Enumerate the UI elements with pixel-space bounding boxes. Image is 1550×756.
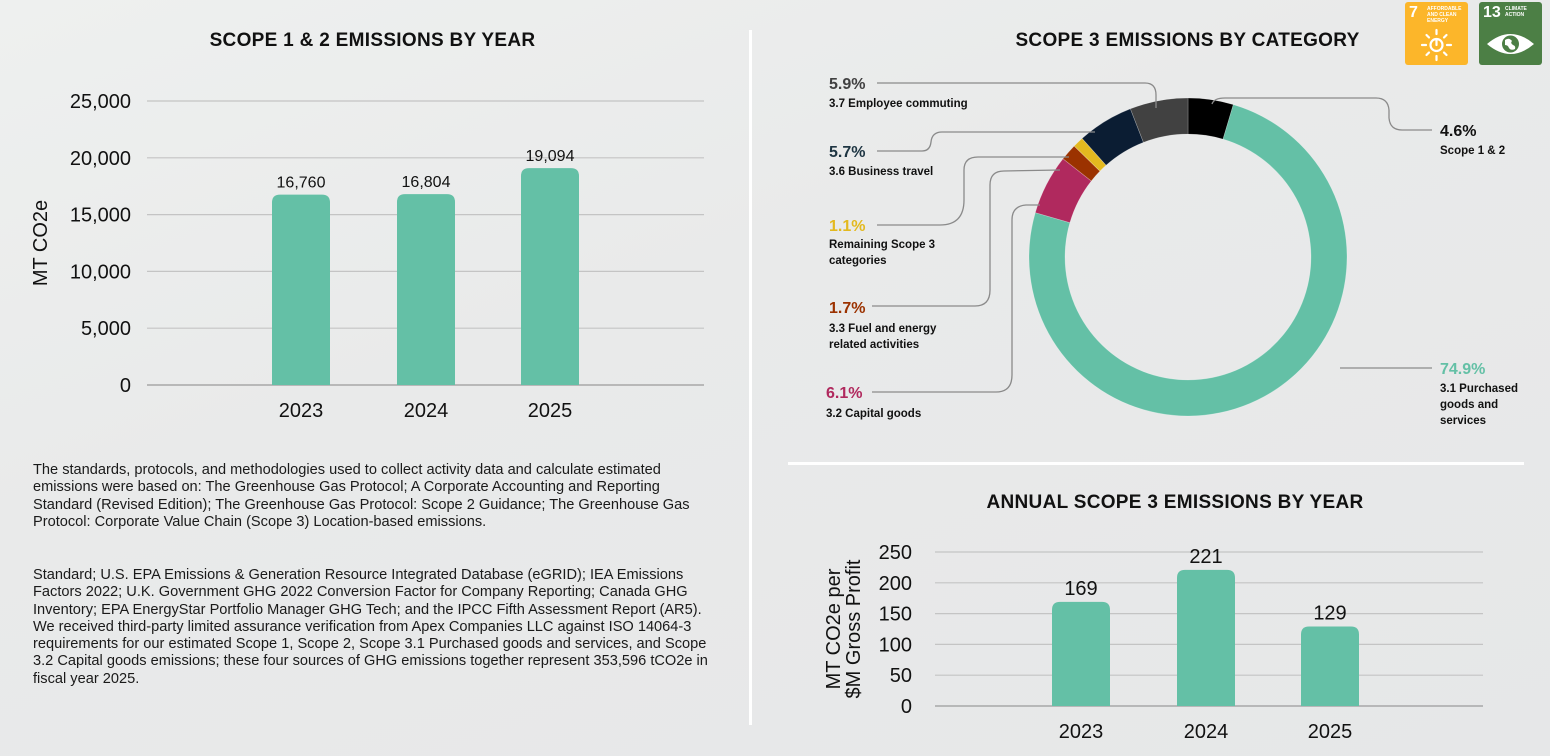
donut-slice (1081, 108, 1144, 166)
data-label: 221 (1189, 546, 1222, 568)
x-tick-label: 2024 (1184, 721, 1229, 743)
donut-slice (1062, 145, 1101, 182)
slice-percent-label: 74.9% (1440, 361, 1485, 378)
sdg-badge-7: 7 Affordable and clean energy (1405, 2, 1468, 65)
slice-name-label: 3.7 Employee commuting (829, 98, 968, 110)
slice-percent-label: 5.7% (829, 144, 865, 161)
slice-percent-label: 5.9% (829, 76, 865, 93)
sun-power-icon (1420, 28, 1453, 62)
slice-name-label: Scope 1 & 2 (1440, 145, 1505, 157)
y-tick-label: 15,000 (70, 205, 131, 227)
donut-slice (1028, 104, 1348, 417)
sdg-label: Affordable and clean energy (1427, 6, 1462, 24)
x-tick-label: 2025 (528, 400, 573, 422)
x-tick-label: 2025 (1308, 721, 1353, 743)
slice-percent-label: 4.6% (1440, 123, 1476, 140)
data-label: 129 (1313, 603, 1346, 625)
slice-name-label: 3.1 Purchased (1440, 383, 1518, 395)
y-tick-label: 150 (879, 604, 912, 626)
bar (1177, 569, 1235, 706)
slice-name-label: Remaining Scope 3 (829, 239, 935, 251)
slice-name-label: goods and (1440, 399, 1498, 411)
sdg-label: Climate action (1505, 6, 1527, 18)
leader-line (877, 82, 1157, 108)
chart-title-scope3-annual: ANNUAL SCOPE 3 EMISSIONS BY YEAR (986, 492, 1364, 513)
y-tick-label: 100 (879, 634, 912, 656)
y-tick-label: 5,000 (81, 318, 131, 340)
horizontal-divider (788, 462, 1524, 465)
sdg-number: 13 (1483, 4, 1501, 21)
y-tick-label: 0 (901, 696, 912, 718)
methodology-paragraph-2: Standard; U.S. EPA Emissions & Generatio… (33, 567, 708, 687)
slice-name-label: categories (829, 255, 887, 267)
leader-line (877, 131, 1095, 152)
scope3-donut-chart: 4.6% Scope 1 & 2 74.9% 3.1 Purchased goods a… (826, 76, 1518, 427)
x-tick-label: 2023 (1059, 721, 1104, 743)
scope3-annual-bar-chart: 0 50 100 150 200 250 MT CO2e per$M Gross Profi… (823, 542, 1483, 743)
chart-title-scope3-category: SCOPE 3 EMISSIONS BY CATEGORY (1015, 30, 1360, 51)
slice-name-label: 3.2 Capital goods (826, 408, 921, 420)
x-tick-label: 2023 (279, 400, 324, 422)
bar (272, 194, 330, 385)
bar (397, 194, 455, 385)
sdg-badge-13: 13 Climate action (1479, 2, 1542, 65)
x-tick-label: 2024 (404, 400, 449, 422)
donut-slice (1187, 97, 1234, 140)
slice-percent-label: 1.7% (829, 300, 865, 317)
data-label: 19,094 (526, 148, 575, 165)
y-tick-label: 50 (890, 665, 912, 687)
donut-slice (1130, 97, 1189, 143)
bar (1301, 626, 1359, 706)
data-label: 16,760 (277, 175, 326, 192)
leader-line (877, 156, 1069, 226)
y-tick-label: 250 (879, 542, 912, 564)
bar (521, 168, 579, 385)
data-label: 169 (1064, 578, 1097, 600)
y-axis-label: MT CO2e (30, 200, 52, 286)
leader-line (872, 169, 1061, 307)
scope12-bar-chart: 0 5,000 10,000 15,000 20,000 25,000 MT CO2e 16,… (30, 91, 704, 422)
y-tick-label: 10,000 (70, 261, 131, 283)
leader-line (1211, 97, 1432, 131)
chart-title-scope12: SCOPE 1 & 2 EMISSIONS BY YEAR (209, 30, 536, 51)
eye-globe-icon (1487, 34, 1534, 54)
y-axis-label: MT CO2e per (823, 568, 845, 689)
y-tick-label: 25,000 (70, 91, 131, 113)
methodology-paragraph-1: The standards, protocols, and methodolog… (33, 462, 690, 530)
data-label: 16,804 (402, 174, 451, 191)
y-tick-label: 20,000 (70, 148, 131, 170)
leader-line (872, 204, 1040, 393)
slice-name-label: 3.3 Fuel and energy (829, 323, 937, 335)
bar (1052, 601, 1110, 706)
y-tick-label: 0 (120, 375, 131, 397)
slice-name-label: related activities (829, 339, 919, 351)
sdg-number: 7 (1409, 4, 1418, 21)
slice-percent-label: 1.1% (829, 218, 865, 235)
vertical-divider (749, 30, 752, 725)
slice-name-label: 3.6 Business travel (829, 166, 933, 178)
y-tick-label: 200 (879, 573, 912, 595)
y-axis-label: $M Gross Profit (843, 559, 865, 698)
slice-name-label: services (1440, 415, 1486, 427)
slice-percent-label: 6.1% (826, 385, 862, 402)
